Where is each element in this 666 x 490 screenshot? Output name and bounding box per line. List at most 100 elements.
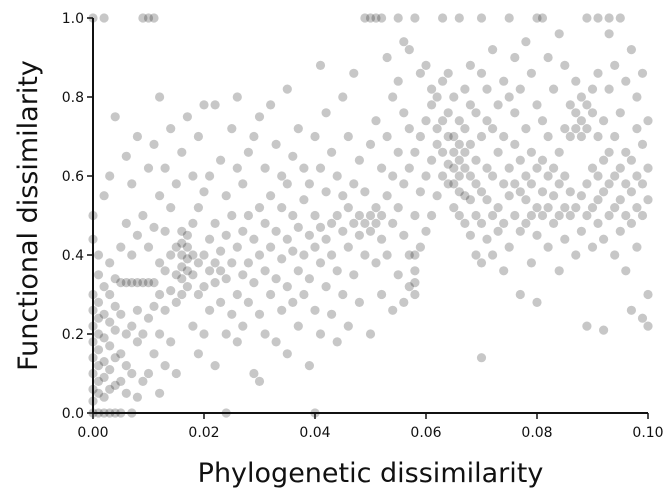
data-point xyxy=(310,210,320,221)
data-point xyxy=(421,226,431,236)
data-point xyxy=(582,13,592,23)
data-point xyxy=(210,361,220,371)
data-point xyxy=(410,250,420,260)
data-point xyxy=(260,329,270,339)
data-point xyxy=(438,76,448,86)
data-point xyxy=(388,171,398,181)
data-point xyxy=(476,13,487,23)
data-point xyxy=(571,203,581,213)
data-point xyxy=(377,163,387,173)
data-point xyxy=(521,171,531,181)
data-point xyxy=(232,242,242,252)
data-point xyxy=(510,52,520,63)
data-point xyxy=(476,68,487,78)
data-point xyxy=(438,171,448,181)
data-point xyxy=(377,210,387,221)
data-point xyxy=(432,139,442,149)
data-point xyxy=(504,242,514,252)
data-point xyxy=(166,124,176,134)
data-point xyxy=(582,179,592,189)
data-point xyxy=(121,218,131,228)
data-point xyxy=(238,270,248,280)
data-point xyxy=(626,45,637,55)
data-point xyxy=(99,282,109,292)
data-point xyxy=(521,124,531,134)
data-point xyxy=(321,282,331,292)
data-point xyxy=(282,282,292,292)
data-point xyxy=(443,179,453,189)
data-point xyxy=(327,309,337,319)
data-point xyxy=(221,274,231,284)
data-point xyxy=(410,147,420,157)
data-point xyxy=(249,278,259,288)
data-point xyxy=(327,147,337,157)
data-point xyxy=(621,266,631,276)
data-point xyxy=(371,218,381,228)
data-point xyxy=(515,84,525,94)
data-point xyxy=(610,60,620,70)
data-point xyxy=(382,191,392,201)
data-point xyxy=(238,321,248,331)
data-point xyxy=(643,163,653,173)
data-point xyxy=(321,187,331,197)
data-point xyxy=(610,171,620,181)
data-point xyxy=(388,92,398,102)
data-point xyxy=(571,76,581,86)
data-point xyxy=(199,250,209,260)
data-point xyxy=(188,270,198,280)
data-point xyxy=(576,226,587,236)
x-axis-ticks: 0.00 0.02 0.04 0.06 0.08 0.10 xyxy=(77,413,664,441)
data-point xyxy=(127,368,137,379)
data-point xyxy=(443,159,453,169)
data-point xyxy=(543,52,553,63)
data-point xyxy=(182,266,192,276)
x-tick-label: 0.08 xyxy=(521,425,552,441)
data-point xyxy=(227,210,237,221)
data-point xyxy=(532,297,542,307)
data-point xyxy=(476,131,487,142)
data-point xyxy=(332,210,342,221)
data-point xyxy=(476,353,487,363)
data-point xyxy=(354,155,364,165)
x-tick-label: 0.04 xyxy=(299,425,330,441)
data-point xyxy=(132,337,142,347)
data-point xyxy=(454,171,464,181)
data-point xyxy=(493,147,503,157)
data-point xyxy=(110,112,120,122)
data-point xyxy=(599,155,609,165)
data-point xyxy=(504,191,514,201)
data-point xyxy=(610,250,620,260)
data-point xyxy=(576,116,587,126)
data-point xyxy=(626,155,637,165)
data-point xyxy=(155,289,165,300)
data-point xyxy=(488,171,498,181)
data-point xyxy=(543,203,553,213)
data-point xyxy=(110,380,120,390)
x-axis-title: Phylogenetic dissimilarity xyxy=(198,458,544,489)
data-point xyxy=(93,345,104,355)
data-point xyxy=(404,45,414,55)
data-point xyxy=(116,309,126,319)
data-point xyxy=(349,270,359,280)
data-point xyxy=(599,187,609,197)
data-point xyxy=(471,250,481,260)
data-point xyxy=(143,163,154,173)
data-point xyxy=(499,266,509,276)
data-point xyxy=(637,210,648,221)
data-point xyxy=(637,139,648,149)
y-axis-title: Functional dissimilarity xyxy=(13,60,44,371)
data-point xyxy=(93,361,104,371)
data-point xyxy=(99,13,109,23)
data-point xyxy=(110,353,120,363)
data-point xyxy=(471,108,481,118)
data-point xyxy=(149,349,159,359)
data-point xyxy=(315,163,326,173)
data-point xyxy=(427,210,437,221)
data-point xyxy=(143,242,154,252)
data-point xyxy=(565,210,575,221)
data-point xyxy=(615,13,625,23)
data-point xyxy=(615,195,625,205)
data-point xyxy=(388,305,398,315)
data-point xyxy=(271,337,281,347)
data-point xyxy=(371,116,381,126)
